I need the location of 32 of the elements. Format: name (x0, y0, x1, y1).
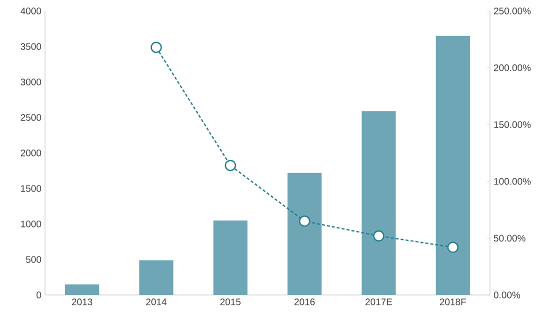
y2-tick-label: 250.00% (494, 8, 531, 14)
bar (65, 284, 100, 295)
point (373, 230, 384, 242)
y-tick-label: 3000 (20, 78, 42, 86)
y-tick-label: 3500 (20, 43, 42, 50)
x-tick-label: 2013 (72, 298, 92, 306)
bar (436, 36, 470, 295)
bar (139, 260, 174, 295)
bar (213, 220, 248, 295)
y2-tick-label: 100.00% (494, 178, 531, 185)
y-tick-label: 2000 (20, 150, 42, 156)
y2-tick-label: 0.00% (494, 292, 520, 298)
point (298, 216, 310, 227)
y2-tick-label: 200.00% (494, 64, 531, 72)
point (447, 242, 459, 253)
x-tick-label: 2016 (294, 298, 315, 306)
x-tick-label: 2017E (365, 298, 392, 306)
y-tick-label: 2500 (20, 114, 42, 121)
bar (362, 111, 396, 295)
x-tick-label: 2015 (220, 298, 241, 306)
x-tick-label: 2018F (440, 298, 466, 306)
bar (288, 172, 322, 295)
point (224, 160, 236, 172)
y-tick-label: 0 (36, 292, 42, 298)
y2-tick-label: 50.00% (494, 234, 526, 242)
y-tick-label: 1500 (21, 185, 42, 192)
y-tick-label: 4000 (20, 8, 42, 14)
x-tick-label: 2014 (146, 298, 167, 306)
y-tick-label: 1000 (21, 220, 42, 228)
point (150, 42, 162, 53)
y-tick-label: 500 (26, 256, 42, 263)
y2-tick-label: 150.00% (494, 121, 531, 128)
